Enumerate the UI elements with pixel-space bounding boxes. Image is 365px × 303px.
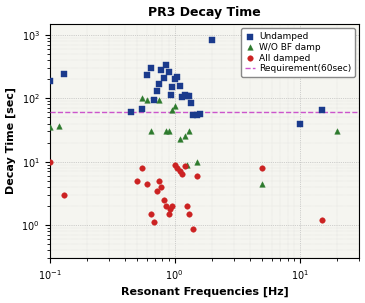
- Undamped: [148, 66, 154, 71]
- Undamped: [156, 81, 162, 86]
- Undamped: [186, 94, 192, 99]
- All damped: [167, 206, 173, 211]
- W/O BF damp: [166, 129, 172, 134]
- Requirement(60sec): [172, 111, 177, 114]
- Undamped: [194, 112, 200, 117]
- Undamped: [297, 121, 303, 126]
- Undamped: [47, 79, 53, 84]
- W/O BF damp: [334, 129, 340, 134]
- All damped: [61, 192, 67, 197]
- W/O BF damp: [169, 108, 175, 113]
- All damped: [139, 165, 145, 170]
- All damped: [148, 211, 154, 216]
- All damped: [169, 204, 175, 208]
- W/O BF damp: [184, 162, 190, 167]
- Y-axis label: Decay Time [sec]: Decay Time [sec]: [5, 88, 16, 195]
- Undamped: [158, 68, 164, 72]
- W/O BF damp: [177, 136, 183, 141]
- All damped: [319, 218, 325, 222]
- Undamped: [139, 107, 145, 112]
- Undamped: [172, 77, 177, 82]
- Undamped: [163, 62, 169, 67]
- Undamped: [210, 37, 215, 42]
- Undamped: [154, 89, 160, 94]
- All damped: [144, 181, 150, 186]
- W/O BF damp: [194, 159, 200, 164]
- All damped: [161, 197, 167, 202]
- Undamped: [144, 73, 150, 78]
- All damped: [47, 159, 53, 164]
- All damped: [194, 173, 200, 178]
- All damped: [259, 165, 265, 170]
- Undamped: [166, 70, 172, 75]
- Undamped: [188, 100, 194, 105]
- Undamped: [151, 97, 157, 102]
- All damped: [177, 169, 183, 174]
- Undamped: [128, 110, 134, 115]
- W/O BF damp: [186, 129, 192, 134]
- X-axis label: Resonant Frequencies [Hz]: Resonant Frequencies [Hz]: [120, 287, 288, 298]
- Undamped: [168, 92, 174, 97]
- Undamped: [319, 108, 325, 113]
- Undamped: [177, 84, 183, 89]
- W/O BF damp: [148, 129, 154, 134]
- All damped: [163, 204, 169, 208]
- Legend: Undamped, W/O BF damp, All damped, Requirement(60sec): Undamped, W/O BF damp, All damped, Requi…: [241, 28, 355, 77]
- W/O BF damp: [259, 181, 265, 186]
- All damped: [151, 220, 157, 225]
- All damped: [184, 204, 190, 208]
- Undamped: [61, 72, 67, 77]
- Undamped: [190, 112, 196, 117]
- Title: PR3 Decay Time: PR3 Decay Time: [148, 5, 261, 18]
- Undamped: [169, 85, 175, 90]
- W/O BF damp: [57, 123, 62, 128]
- W/O BF damp: [47, 125, 53, 130]
- All damped: [166, 211, 172, 216]
- W/O BF damp: [182, 134, 188, 139]
- All damped: [154, 188, 160, 193]
- Undamped: [184, 93, 190, 98]
- Undamped: [197, 112, 203, 116]
- All damped: [179, 171, 185, 176]
- W/O BF damp: [172, 104, 177, 109]
- W/O BF damp: [139, 96, 145, 101]
- All damped: [186, 211, 192, 216]
- All damped: [182, 164, 188, 168]
- All damped: [158, 185, 164, 189]
- W/O BF damp: [156, 97, 162, 102]
- All damped: [172, 162, 177, 167]
- Undamped: [174, 75, 180, 80]
- All damped: [134, 178, 140, 183]
- All damped: [174, 165, 180, 170]
- W/O BF damp: [163, 129, 169, 134]
- All damped: [156, 178, 162, 183]
- W/O BF damp: [144, 97, 150, 102]
- Undamped: [182, 92, 188, 97]
- Undamped: [161, 75, 167, 80]
- All damped: [190, 227, 196, 232]
- Undamped: [179, 95, 185, 99]
